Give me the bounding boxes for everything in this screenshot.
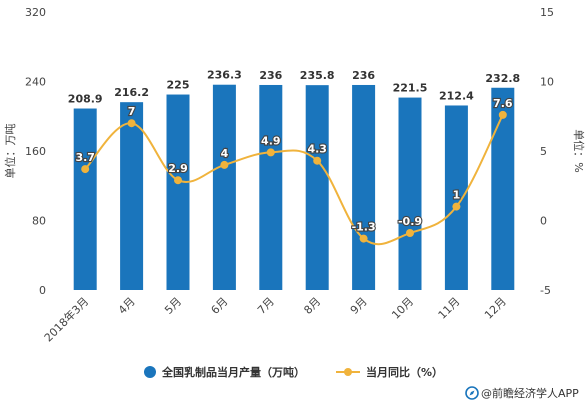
legend-line-dot: [344, 368, 352, 376]
compass-logo-icon: [465, 386, 479, 400]
bar: [491, 87, 515, 290]
bar-value-label: 236.3: [207, 69, 242, 82]
bar: [120, 102, 144, 291]
x-tick-label: 9月: [348, 295, 370, 317]
line-point: [359, 234, 368, 243]
bar-value-label: 232.8: [485, 72, 520, 85]
line-value-label: 4.9: [261, 134, 281, 147]
x-tick-label: 2018年3月: [41, 294, 91, 344]
bar-value-label: 216.2: [114, 86, 149, 99]
line-path: [84, 114, 504, 246]
bar-value-label: 236: [259, 69, 282, 82]
line-value-label: 7.6: [493, 97, 513, 110]
line-point: [452, 202, 461, 211]
source-credit: @前瞻经济学人APP: [465, 386, 579, 400]
right-y-axis: -5 0 5 10 15: [540, 6, 554, 297]
right-y-tick-label: 5: [540, 145, 547, 158]
line-point: [406, 229, 414, 238]
bar-value-label: 236: [352, 69, 375, 82]
right-y-tick-label: 10: [540, 76, 554, 89]
line-point: [81, 165, 90, 174]
line-value-label: -1.3: [352, 221, 376, 234]
right-y-tick-label: 15: [540, 6, 554, 19]
left-y-tick-label: 320: [25, 6, 46, 19]
line-point: [174, 176, 182, 185]
bar: [73, 108, 97, 290]
legend: 全国乳制品当月产量（万吨） 当月同比（%）: [144, 365, 443, 379]
legend-line-label: 当月同比（%）: [366, 365, 443, 379]
line-value-label: 4.3: [307, 143, 327, 156]
x-tick-label: 8月: [301, 295, 323, 317]
right-y-tick-label: 0: [540, 215, 547, 228]
bar-value-labels: 208.9 216.2 225 236.3 236 235.8 236 221.5 212.4 2…: [68, 69, 520, 106]
line-value-label: -0.9: [398, 215, 422, 228]
bar-series: [73, 84, 515, 291]
line-value-label: 4: [221, 147, 229, 160]
line-value-label: 1: [453, 189, 461, 202]
left-y-tick-label: 240: [25, 76, 46, 89]
right-y-tick-label: -5: [540, 284, 551, 297]
line-point: [127, 119, 136, 128]
bar-value-label: 235.8: [300, 69, 335, 82]
line-series: [81, 110, 507, 246]
line-point: [220, 160, 229, 169]
bar-value-label: 221.5: [393, 82, 428, 95]
line-point: [498, 110, 507, 119]
x-tick-label: 11月: [436, 295, 463, 322]
x-tick-label: 12月: [482, 295, 509, 322]
x-tick-label: 7月: [255, 295, 277, 317]
line-point: [313, 156, 322, 165]
left-y-tick-label: 160: [25, 145, 46, 158]
bar: [259, 84, 283, 290]
left-y-tick-label: 0: [39, 284, 46, 297]
bar: [398, 97, 422, 291]
line-value-label: 3.7: [75, 151, 95, 164]
bar: [305, 85, 329, 291]
line-value-labels: 3.7 7 2.9 4 4.9 4.3 -1.3 -0.9 1 7.6: [74, 96, 514, 235]
legend-bar-label: 全国乳制品当月产量（万吨）: [161, 365, 305, 379]
x-axis-tick-labels: 2018年3月 4月 5月 6月 7月 8月 9月 10月 11月 12月: [41, 294, 509, 344]
left-y-tick-label: 80: [32, 215, 46, 228]
right-axis-title: 单位：%: [572, 129, 586, 172]
left-y-axis: 0 80 160 240 320: [25, 6, 46, 297]
bar: [352, 84, 376, 290]
x-tick-label: 10月: [389, 295, 416, 322]
x-tick-label: 5月: [162, 295, 184, 317]
bar-value-label: 208.9: [68, 93, 103, 106]
left-axis-title: 单位：万吨: [3, 124, 17, 179]
bar-value-label: 225: [167, 79, 190, 92]
x-tick-label: 4月: [116, 295, 138, 317]
legend-bar-marker: [144, 366, 156, 378]
line-point: [266, 148, 275, 157]
bar-value-label: 212.4: [439, 89, 474, 102]
line-value-label: 2.9: [168, 162, 188, 175]
bar: [212, 84, 236, 290]
x-tick-label: 6月: [209, 295, 231, 317]
source-text: @前瞻经济学人APP: [481, 386, 579, 400]
line-value-label: 7: [128, 105, 136, 118]
bar: [166, 94, 190, 290]
bar: [444, 105, 468, 290]
